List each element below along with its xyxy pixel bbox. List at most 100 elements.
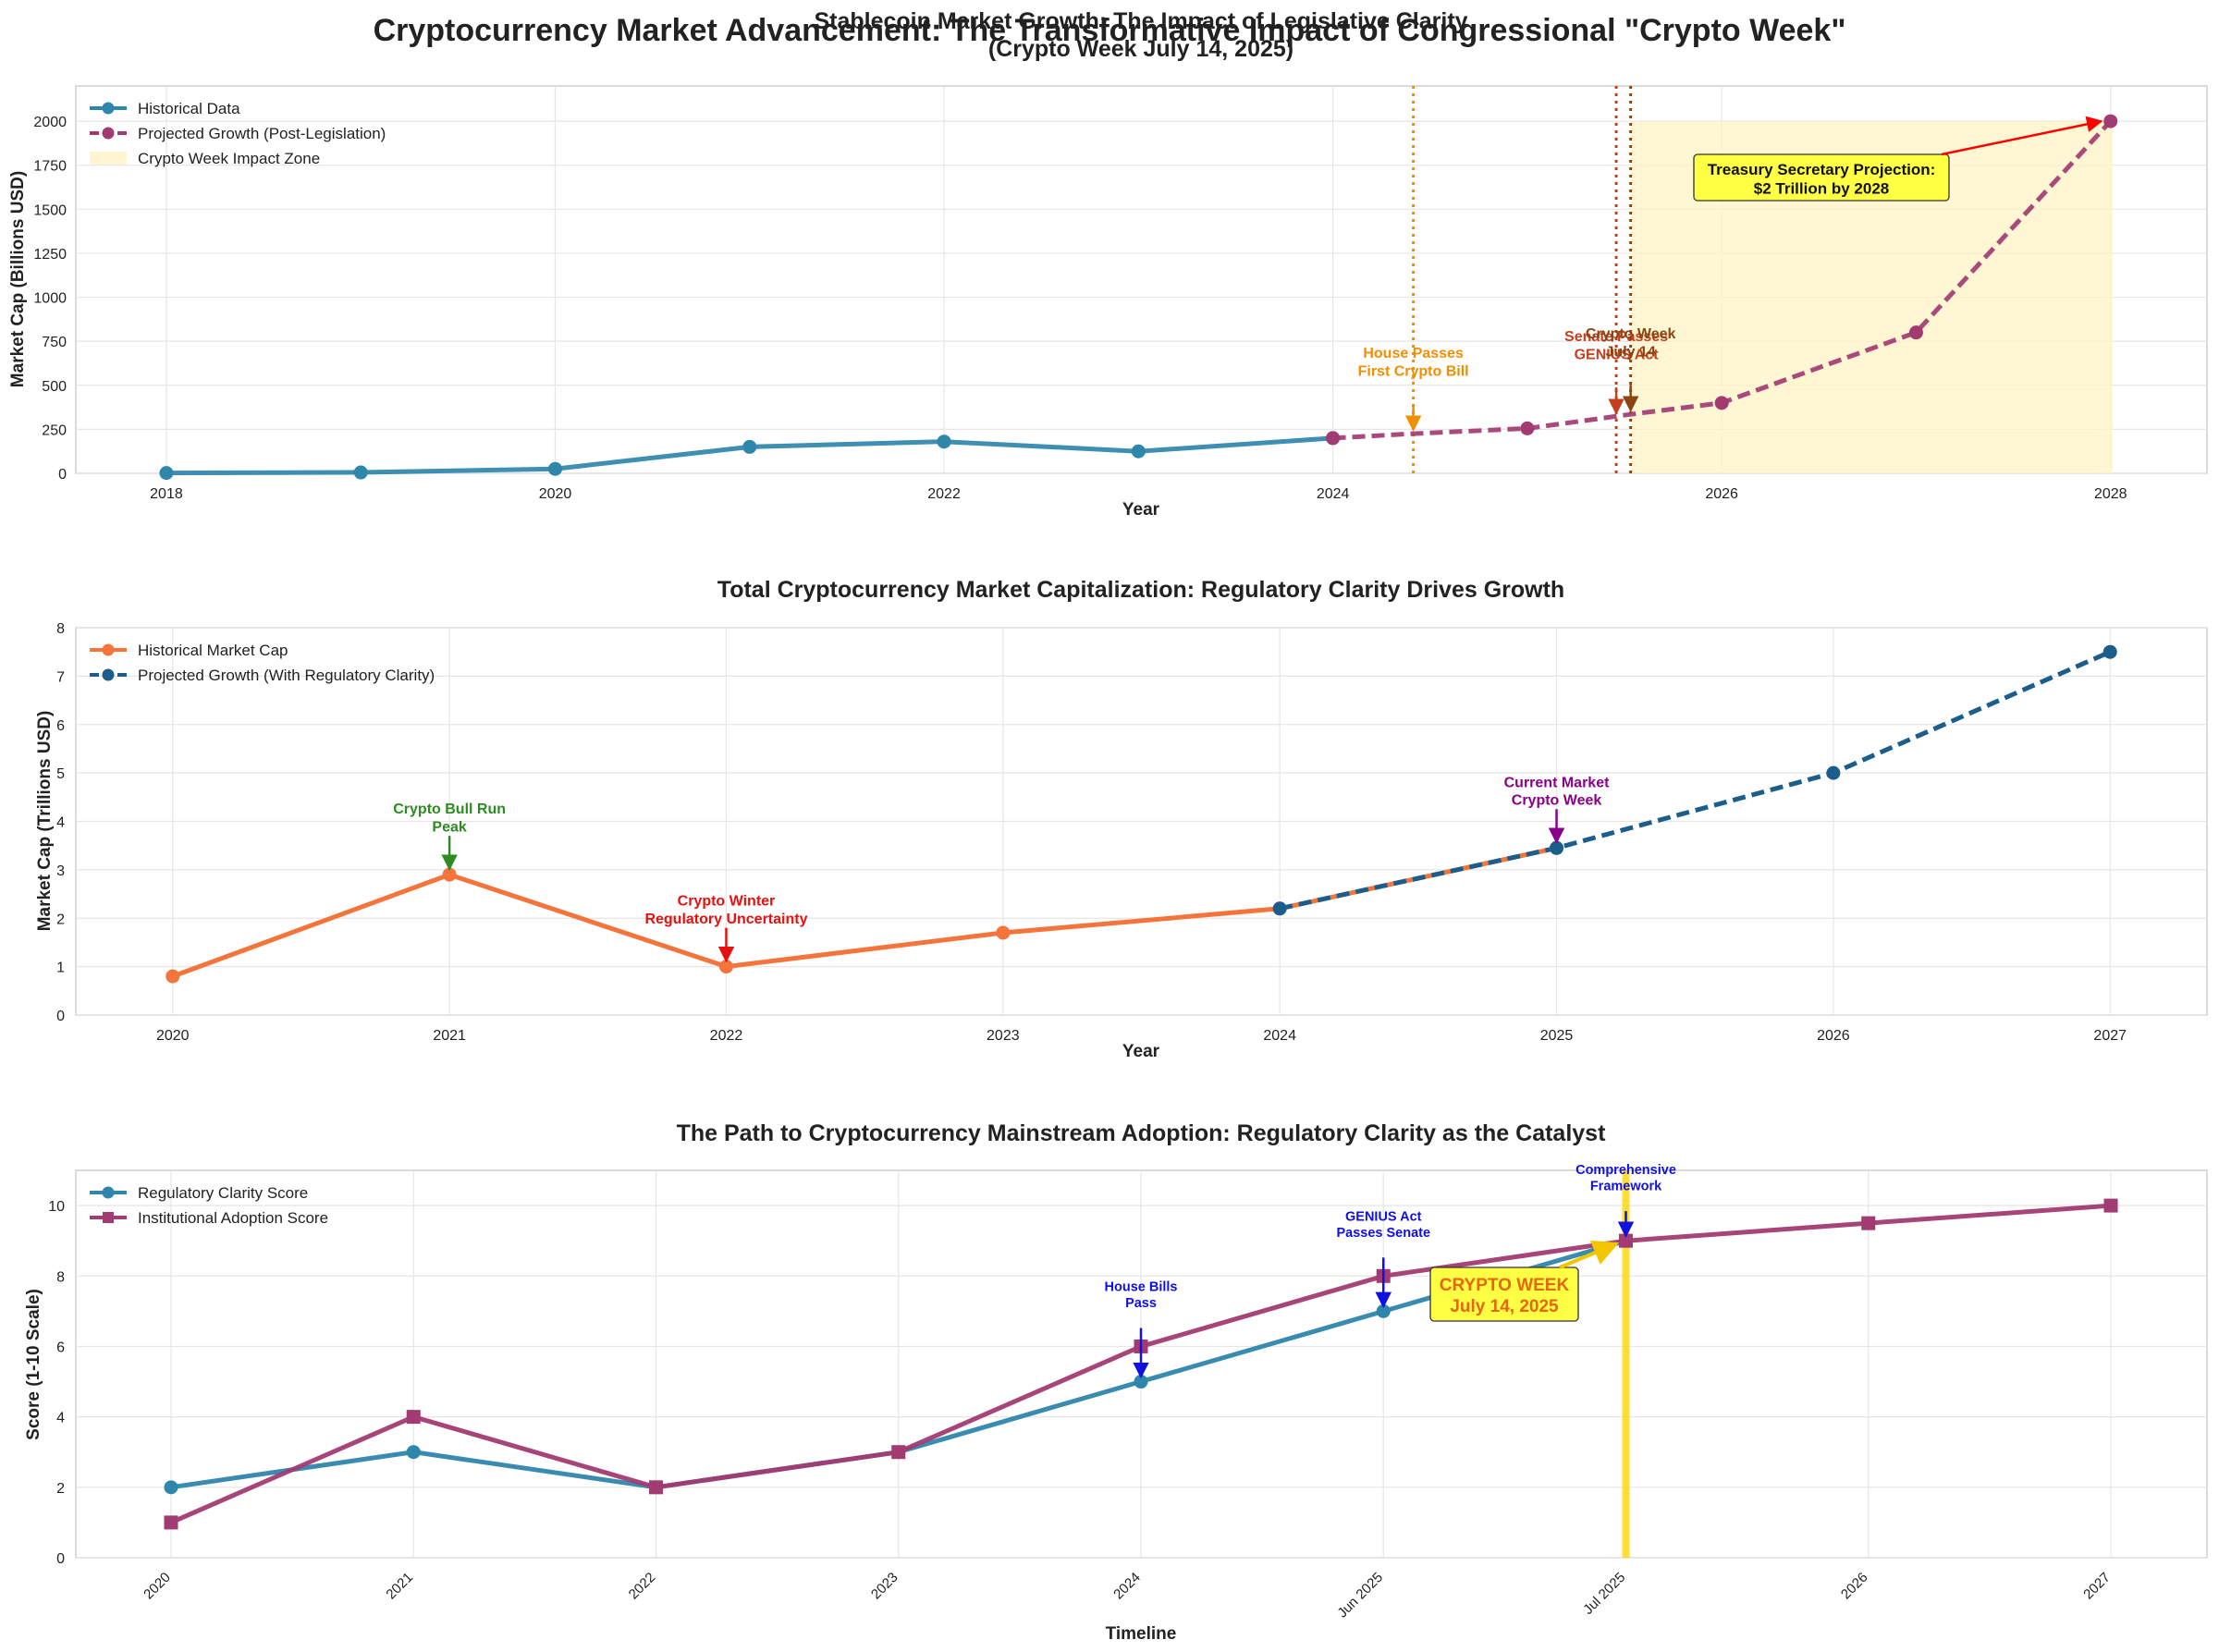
total-market-chart-panel: Total Cryptocurrency Market Capitalizati… (35, 577, 2208, 1061)
x-tick-label: 2026 (1817, 1028, 1850, 1044)
y-tick-label: 4 (56, 815, 65, 831)
legend-swatch-marker (103, 1212, 114, 1223)
institutional-adoption-point (2103, 1198, 2118, 1213)
projected-growth-point (2103, 644, 2117, 659)
crypto-week-callout-text: CRYPTO WEEK July 14, 2025 (1440, 1276, 1570, 1316)
x-tick-label: 2028 (2094, 486, 2127, 502)
legend-swatch-marker (102, 102, 115, 115)
total-market-gridlines (76, 627, 2207, 1016)
stablecoin-series (159, 114, 2118, 481)
historical-market-cap-point (166, 969, 180, 984)
total-market-y-axis-label: Market Cap (Trillions USD) (35, 711, 55, 932)
stablecoin-x-tick-labels: 2018 2020 2022 2024 2026 2028 (150, 486, 2127, 502)
stablecoin-chart-panel: Stablecoin Market Growth: The Impact of … (8, 8, 2208, 520)
historical-data-point (159, 466, 174, 481)
figure-suptitle: Cryptocurrency Market Advancement: The T… (374, 13, 1846, 48)
institutional-adoption-point (891, 1445, 906, 1460)
total-market-x-axis-label: Year (1122, 1042, 1160, 1061)
y-tick-label: 1250 (33, 247, 67, 263)
y-tick-label: 0 (56, 1551, 65, 1567)
x-tick-label: 2022 (927, 486, 961, 502)
projected-growth-line (1332, 119, 2113, 441)
x-tick-label: 2022 (626, 1570, 659, 1603)
event-annotation-label: Current Market Crypto Week (1504, 775, 1610, 808)
x-tick-label: 2023 (987, 1028, 1020, 1044)
y-tick-label: 250 (42, 422, 67, 438)
x-tick-label: Jul 2025 (1580, 1570, 1628, 1618)
institutional-adoption-point (164, 1515, 178, 1530)
legend-entry-label: Historical Market Cap (138, 642, 288, 659)
x-tick-label: 2023 (868, 1570, 901, 1603)
adoption-chart-panel: The Path to Cryptocurrency Mainstream Ad… (24, 1120, 2208, 1644)
y-tick-label: 0 (58, 467, 67, 483)
historical-market-cap-point (718, 960, 733, 974)
event-annotation-label: Senate Passes GENIUS Act (1564, 329, 1668, 362)
y-tick-label: 10 (48, 1199, 65, 1215)
legend-entry-label: Regulatory Clarity Score (138, 1184, 308, 1202)
x-tick-label: 2027 (2080, 1570, 2114, 1603)
total-market-y-tick-labels: 0 1 2 3 4 5 6 7 8 (56, 621, 65, 1024)
crypto-week-highlight-line (1622, 1170, 1630, 1558)
stablecoin-event-lines (1412, 86, 1633, 473)
projected-growth-line (1279, 649, 2112, 912)
projected-growth-point (1550, 840, 1564, 855)
y-tick-label: 2 (56, 912, 65, 927)
x-tick-label: 2022 (710, 1028, 743, 1044)
historical-data-point (937, 434, 951, 449)
institutional-adoption-point (1861, 1216, 1876, 1230)
x-tick-label: 2018 (150, 486, 183, 502)
y-tick-label: 1750 (33, 159, 67, 175)
institutional-adoption-point (649, 1480, 663, 1495)
x-tick-label: Jun 2025 (1334, 1570, 1386, 1621)
adoption-y-tick-labels: 0 2 4 6 8 10 (48, 1199, 65, 1567)
y-tick-label: 500 (42, 379, 67, 395)
stablecoin-legend: Historical Data Projected Growth (Post-Le… (90, 100, 386, 167)
projected-growth-point (1326, 431, 1341, 446)
projected-growth-point (2103, 114, 2118, 128)
event-annotation-label: Crypto Winter Regulatory Uncertainty (644, 894, 807, 927)
y-tick-label: 5 (56, 766, 65, 782)
legend-entry-label: Historical Data (138, 100, 240, 117)
historical-data-point (1131, 444, 1146, 459)
x-tick-label: 2020 (141, 1570, 174, 1603)
adoption-y-axis-label: Score (1-10 Scale) (24, 1289, 43, 1440)
legend-swatch-marker (102, 643, 115, 656)
treasury-projection-callout-box (1693, 153, 1950, 202)
total-market-chart-title: Total Cryptocurrency Market Capitalizati… (717, 577, 1564, 603)
treasury-projection-callout-text: Treasury Secretary Projection: $2 Trillio… (1708, 161, 1936, 197)
crypto-week-callout-box (1429, 1267, 1579, 1322)
y-tick-label: 1 (56, 961, 65, 976)
total-market-x-tick-labels: 2020 2021 2022 2023 2024 2025 2026 2027 (156, 1028, 2127, 1044)
legend-entry-label: Institutional Adoption Score (138, 1209, 328, 1227)
y-tick-label: 1500 (33, 202, 67, 218)
y-tick-label: 7 (56, 669, 65, 685)
y-tick-label: 8 (56, 1269, 65, 1285)
adoption-x-tick-labels: 2020 2021 2022 2023 2024 Jun 2025 Jul 2025 2026… (141, 1570, 2114, 1621)
y-tick-label: 0 (56, 1009, 65, 1024)
projected-growth-point (1520, 421, 1535, 435)
y-tick-label: 750 (42, 335, 67, 350)
stablecoin-annotations: House Passes First Crypto Bill Senate Pass… (1358, 116, 2103, 432)
stablecoin-y-tick-labels: 0 250 500 750 1000 1250 1500 1750 2000 (33, 115, 67, 483)
adoption-annotations: House Bills Pass GENIUS Act Passes Senate Co… (1105, 1163, 1676, 1379)
y-tick-label: 8 (56, 621, 65, 637)
y-tick-label: 4 (56, 1411, 65, 1426)
x-tick-label: 2020 (156, 1028, 190, 1044)
projected-growth-point (1908, 325, 1923, 340)
projected-growth-point (1826, 765, 1841, 780)
y-tick-label: 6 (56, 1340, 65, 1355)
y-tick-label: 3 (56, 863, 65, 879)
adoption-chart-title: The Path to Cryptocurrency Mainstream Ad… (677, 1120, 1606, 1146)
event-annotation-label: Crypto Week July 14 (1586, 326, 1676, 360)
total-market-series (166, 644, 2117, 984)
historical-data-point (742, 439, 757, 454)
projected-growth-point (1272, 901, 1287, 916)
legend-entry-label: Crypto Week Impact Zone (138, 150, 320, 167)
historical-market-cap-point (996, 925, 1011, 940)
callout-arrow (1559, 1241, 1620, 1269)
legend-swatch-marker (102, 1186, 115, 1199)
institutional-adoption-point (406, 1410, 421, 1425)
total-market-annotations: Crypto Bull Run Peak Crypto Winter Regulato… (393, 775, 1610, 963)
legend-swatch-marker (102, 127, 115, 140)
adoption-x-axis-label: Timeline (1106, 1624, 1177, 1644)
